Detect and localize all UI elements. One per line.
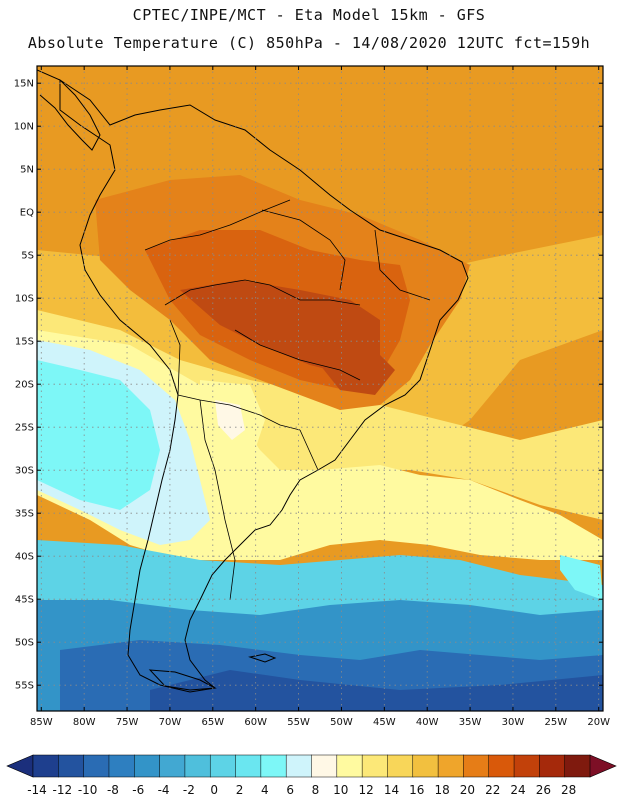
graticule [37, 66, 603, 711]
colorbar-swatch [260, 754, 287, 778]
map-frame [36, 65, 604, 712]
lon-label: 45W [373, 717, 396, 728]
coastlines [37, 69, 469, 693]
lat-label: 5N [20, 165, 34, 176]
colorbar-swatch [285, 754, 313, 778]
colorbar-swatch [488, 754, 515, 778]
band-12 [215, 400, 245, 440]
lat-label: 30S [15, 466, 34, 477]
latitude-labels: 15N 10N 5N EQ 5S 10S 15S 20S 25S 30S 35S 40S 45S 50S 5… [14, 79, 603, 692]
colorbar-label: 12 [358, 783, 373, 797]
colorbar-swatch [159, 754, 186, 778]
lon-label: 35W [459, 717, 482, 728]
colorbar-label: -2 [183, 783, 195, 797]
lon-label: 85W [30, 717, 53, 728]
colorbar: -14 -12 -10 -8 -6 -4 -2 0 2 4 6 8 10 12 14 16 18 20 22 24 26… [6, 754, 617, 797]
colorbar-under-arrow [6, 754, 34, 778]
lat-label: 10S [15, 294, 34, 305]
colorbar-swatch [513, 754, 540, 778]
lon-label: 60W [244, 717, 267, 728]
colorbar-swatch [235, 754, 262, 778]
longitude-labels: 85W 80W 75W 70W 65W 60W 55W 50W 45W 40W 35W 30W 25W 2… [30, 66, 610, 728]
colorbar-swatch [209, 754, 237, 778]
colorbar-swatch [108, 754, 135, 778]
lat-label: 35S [15, 509, 34, 520]
colorbar-swatch [184, 754, 211, 778]
lon-label: 30W [502, 717, 525, 728]
central-america-outline [37, 69, 101, 151]
country-borders [144, 199, 431, 601]
colorbar-swatch [311, 754, 338, 778]
colorbar-label: 26 [536, 783, 551, 797]
temperature-field [37, 66, 603, 711]
colorbar-label: 2 [236, 783, 244, 797]
lon-label: 40W [416, 717, 439, 728]
lat-label: 10N [14, 122, 34, 133]
colorbar-label: 0 [210, 783, 218, 797]
colorbar-swatch [58, 754, 85, 778]
colorbar-over-arrow [589, 754, 617, 778]
tierra-del-fuego [148, 669, 217, 691]
lon-label: 65W [201, 717, 224, 728]
band-8b [560, 555, 603, 600]
colorbar-swatch [83, 754, 110, 778]
lat-label: 5S [21, 251, 34, 262]
colorbar-label: 6 [286, 783, 294, 797]
colorbar-label: 14 [384, 783, 399, 797]
colorbar-label: 10 [333, 783, 348, 797]
lon-label: 55W [287, 717, 310, 728]
colorbar-label: 18 [434, 783, 449, 797]
south-america-outline [59, 79, 469, 693]
band-0 [150, 670, 603, 711]
colorbar-swatch [32, 754, 59, 778]
colorbar-label: -4 [158, 783, 170, 797]
colorbar-label: -14 [27, 783, 47, 797]
colorbar-swatch [412, 754, 439, 778]
chart-subtitle: Absolute Temperature (C) 850hPa - 14/08/… [27, 34, 591, 52]
lat-label: 25S [15, 423, 34, 434]
colorbar-label: 4 [261, 783, 269, 797]
colorbar-swatch [437, 754, 464, 778]
lon-label: 80W [73, 717, 96, 728]
lon-label: 25W [545, 717, 568, 728]
lat-label: 45S [15, 595, 34, 606]
lat-label: 20S [15, 380, 34, 391]
band-28b [320, 340, 395, 395]
colorbar-swatch [134, 754, 161, 778]
colorbar-label: -8 [107, 783, 119, 797]
colorbar-label: -12 [53, 783, 73, 797]
falklands [248, 653, 277, 663]
chart-title: CPTEC/INPE/MCT - Eta Model 15km - GFS [132, 6, 486, 24]
colorbar-swatch [361, 754, 389, 778]
band-8 [37, 360, 160, 510]
lat-label: 40S [15, 552, 34, 563]
colorbar-label: 28 [561, 783, 576, 797]
colorbar-swatch [463, 754, 490, 778]
lat-label: 50S [15, 638, 34, 649]
lon-label: 20W [587, 717, 610, 728]
colorbar-swatch [564, 754, 591, 778]
lon-label: 75W [116, 717, 139, 728]
colorbar-label: 22 [485, 783, 500, 797]
colorbar-label: -6 [132, 783, 144, 797]
colorbar-label: 24 [510, 783, 525, 797]
colorbar-label: 8 [312, 783, 320, 797]
colorbar-label: 20 [460, 783, 475, 797]
lat-label: EQ [20, 208, 34, 219]
lat-label: 15N [14, 79, 34, 90]
colorbar-swatch [336, 754, 363, 778]
colorbar-label: 16 [409, 783, 424, 797]
colorbar-swatch [387, 754, 414, 778]
lon-label: 70W [159, 717, 182, 728]
colorbar-swatch [539, 754, 566, 778]
lat-label: 15S [15, 337, 34, 348]
lon-label: 50W [330, 717, 353, 728]
colorbar-label: -10 [78, 783, 98, 797]
lat-label: 55S [15, 681, 34, 692]
